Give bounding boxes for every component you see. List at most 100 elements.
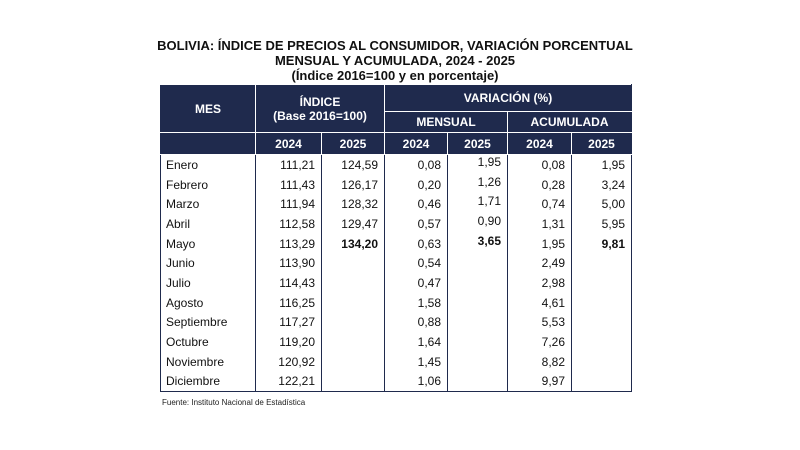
header-mensual: MENSUAL [384, 111, 508, 133]
cell-mes: Noviembre [160, 351, 256, 372]
header-indice-label: ÍNDICE [299, 94, 341, 109]
cell-acumulada-2024: 5,53 [507, 312, 572, 333]
table-row: Junio 113,90 0,54 2,49 [160, 253, 633, 274]
cell-mensual-2025 [447, 253, 508, 274]
cell-acumulada-2025 [570, 351, 633, 372]
cell-indice-2024: 111,21 [255, 154, 322, 175]
cell-mensual-2025 [447, 273, 508, 293]
title-line-3: (Índice 2016=100 y en porcentaje) [291, 68, 499, 83]
cpi-table-container: MES ÍNDICE (Base 2016=100) VARIACIÓN (%)… [160, 84, 633, 393]
cell-acumulada-2024: 1,31 [507, 214, 572, 234]
cell-mensual-2025: 0,90 [447, 214, 508, 234]
cell-mensual-2024: 1,58 [384, 292, 448, 313]
cell-mensual-2024: 0,57 [384, 214, 448, 234]
cell-indice-2024: 113,29 [255, 233, 322, 254]
cell-indice-2025: 126,17 [321, 174, 385, 195]
cell-mes: Febrero [160, 174, 256, 195]
cell-indice-2025 [321, 312, 385, 333]
cell-mensual-2025 [447, 312, 508, 333]
header-mes-year-spacer [160, 132, 256, 155]
cell-mensual-2025: 1,26 [447, 174, 508, 195]
cell-indice-2025: 128,32 [321, 194, 385, 215]
cell-indice-2025: 134,20 [321, 233, 385, 254]
table-row: Abril 112,58 129,47 0,57 0,90 1,31 5,95 [160, 214, 633, 234]
cell-indice-2024: 116,25 [255, 292, 322, 313]
cell-indice-2024: 111,43 [255, 174, 322, 195]
table-title: BOLIVIA: ÍNDICE DE PRECIOS AL CONSUMIDOR… [140, 38, 650, 83]
header-year-acumulada-2025: 2025 [570, 132, 633, 155]
table-row: Agosto 116,25 1,58 4,61 [160, 292, 633, 313]
cell-mes: Junio [160, 253, 256, 274]
cell-mes: Octubre [160, 332, 256, 352]
cell-indice-2025: 124,59 [321, 154, 385, 175]
cell-acumulada-2024: 1,95 [507, 233, 572, 254]
table-row: Mayo 113,29 134,20 0,63 3,65 1,95 9,81 [160, 233, 633, 254]
table-row: Octubre 119,20 1,64 7,26 [160, 332, 633, 352]
cell-mes: Marzo [160, 194, 256, 215]
cell-mensual-2024: 0,63 [384, 233, 448, 254]
cell-indice-2024: 112,58 [255, 214, 322, 234]
cell-acumulada-2024: 9,97 [507, 371, 572, 393]
cell-mensual-2024: 0,47 [384, 273, 448, 293]
header-acumulada: ACUMULADA [506, 111, 633, 133]
title-line-1: BOLIVIA: ÍNDICE DE PRECIOS AL CONSUMIDOR… [157, 38, 633, 53]
cell-indice-2024: 119,20 [255, 332, 322, 352]
cell-mensual-2024: 1,64 [384, 332, 448, 352]
cell-acumulada-2024: 2,98 [507, 273, 572, 293]
cell-acumulada-2025: 5,00 [570, 194, 633, 215]
cell-acumulada-2024: 0,08 [507, 154, 572, 175]
cell-acumulada-2024: 0,28 [507, 174, 572, 195]
header-year-indice-2024: 2024 [255, 132, 322, 155]
cell-indice-2024: 113,90 [255, 253, 322, 274]
cell-indice-2025 [321, 292, 385, 313]
cell-indice-2025 [321, 273, 385, 293]
table-row: Febrero 111,43 126,17 0,20 1,26 0,28 3,24 [160, 174, 633, 195]
table-row: Diciembre 122,21 1,06 9,97 [160, 371, 633, 393]
cell-acumulada-2024: 4,61 [507, 292, 572, 313]
cell-mensual-2024: 0,88 [384, 312, 448, 333]
cell-mensual-2025 [447, 351, 508, 372]
cell-indice-2025 [321, 332, 385, 352]
cell-mensual-2024: 1,45 [384, 351, 448, 372]
table-row: Marzo 111,94 128,32 0,46 1,71 0,74 5,00 [160, 194, 633, 215]
cell-indice-2025: 129,47 [321, 214, 385, 234]
cell-mes: Diciembre [160, 371, 256, 393]
cell-acumulada-2025 [570, 332, 633, 352]
cell-mensual-2025: 1,95 [447, 154, 508, 175]
cell-mensual-2025 [447, 371, 508, 393]
cell-mes: Septiembre [160, 312, 256, 333]
table-row: Noviembre 120,92 1,45 8,82 [160, 351, 633, 372]
table-row: Enero 111,21 124,59 0,08 1,95 0,08 1,95 [160, 154, 633, 175]
cell-mes: Abril [160, 214, 256, 234]
table-body: Enero 111,21 124,59 0,08 1,95 0,08 1,95 Febrero… [160, 154, 633, 393]
cell-acumulada-2025: 5,95 [570, 214, 633, 234]
cell-indice-2024: 114,43 [255, 273, 322, 293]
cell-indice-2025 [321, 253, 385, 274]
cell-acumulada-2025 [570, 312, 633, 333]
cell-indice-2024: 120,92 [255, 351, 322, 372]
header-mes: MES [160, 84, 256, 133]
cell-mensual-2024: 0,20 [384, 174, 448, 195]
cell-acumulada-2025 [570, 292, 633, 313]
cell-acumulada-2024: 0,74 [507, 194, 572, 215]
cell-indice-2024: 122,21 [255, 371, 322, 393]
header-indice: ÍNDICE (Base 2016=100) [255, 84, 385, 133]
cell-acumulada-2025: 1,95 [570, 154, 633, 175]
header-year-mensual-2024: 2024 [384, 132, 448, 155]
cell-mensual-2024: 0,08 [384, 154, 448, 175]
cell-indice-2025 [321, 351, 385, 372]
cell-acumulada-2025: 3,24 [570, 174, 633, 195]
source-note: Fuente: Instituto Nacional de Estadístic… [162, 398, 306, 407]
cell-mes: Enero [160, 154, 256, 175]
header-year-indice-2025: 2025 [321, 132, 385, 155]
cell-mes: Mayo [160, 233, 256, 254]
cpi-table: MES ÍNDICE (Base 2016=100) VARIACIÓN (%)… [160, 84, 633, 393]
cell-indice-2024: 111,94 [255, 194, 322, 215]
table-row: Julio 114,43 0,47 2,98 [160, 273, 633, 293]
cell-acumulada-2024: 8,82 [507, 351, 572, 372]
header-indice-base: (Base 2016=100) [273, 108, 367, 123]
header-variacion: VARIACIÓN (%) [383, 84, 633, 112]
cell-acumulada-2025 [570, 273, 633, 293]
cell-mensual-2024: 0,54 [384, 253, 448, 274]
cell-mensual-2025: 1,71 [447, 194, 508, 215]
